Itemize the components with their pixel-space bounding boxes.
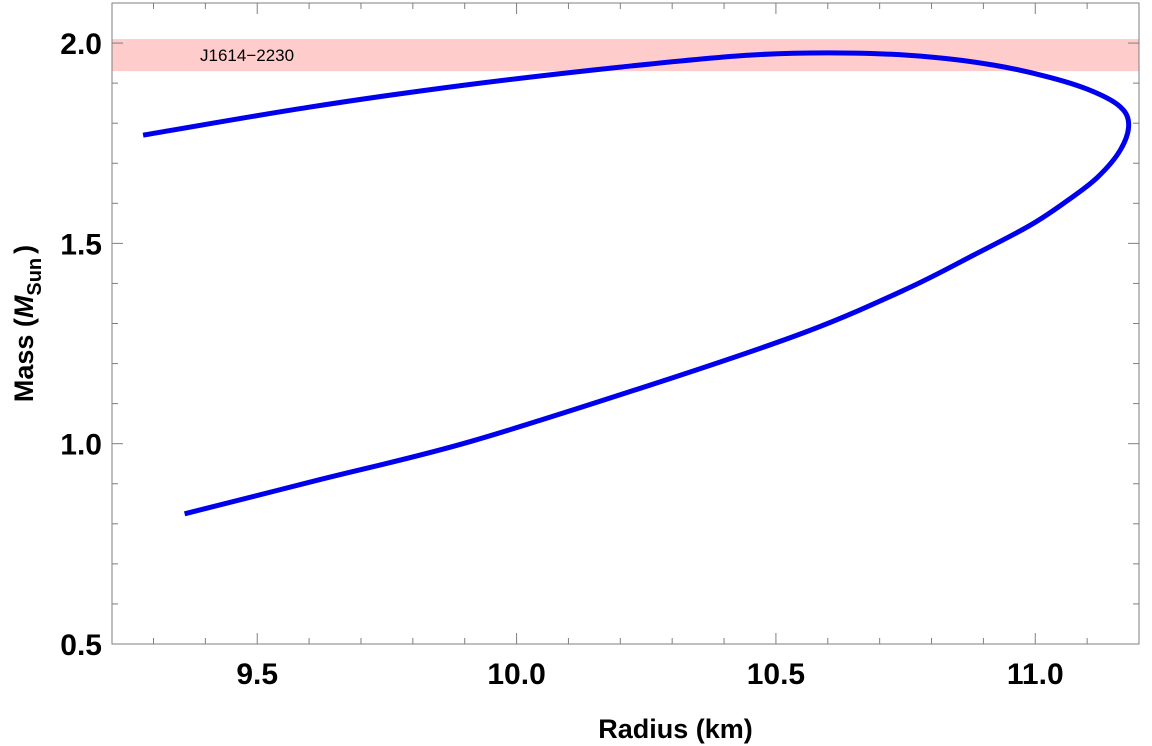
y-axis-title-suffix: ) bbox=[9, 245, 39, 254]
y-tick-label: 1.0 bbox=[60, 429, 102, 462]
y-axis-title-prefix: Mass ( bbox=[9, 318, 39, 402]
band-label: J1614−2230 bbox=[200, 46, 294, 65]
x-tick-label: 9.5 bbox=[236, 658, 278, 691]
y-axis-title-subscript: Sun bbox=[24, 258, 46, 296]
y-axis-title-symbol: M bbox=[9, 295, 39, 318]
y-tick-label: 0.5 bbox=[60, 629, 102, 662]
series-line-0 bbox=[142, 50, 1132, 517]
y-axis-title: Mass (MSun) bbox=[9, 245, 46, 402]
x-axis-title: Radius (km) bbox=[598, 714, 753, 744]
y-tick-label: 1.5 bbox=[60, 228, 102, 261]
x-tick-label: 10.5 bbox=[747, 658, 805, 691]
x-tick-label: 10.0 bbox=[487, 658, 545, 691]
y-tick-label: 2.0 bbox=[60, 28, 102, 61]
x-tick-label: 11.0 bbox=[1007, 658, 1064, 691]
